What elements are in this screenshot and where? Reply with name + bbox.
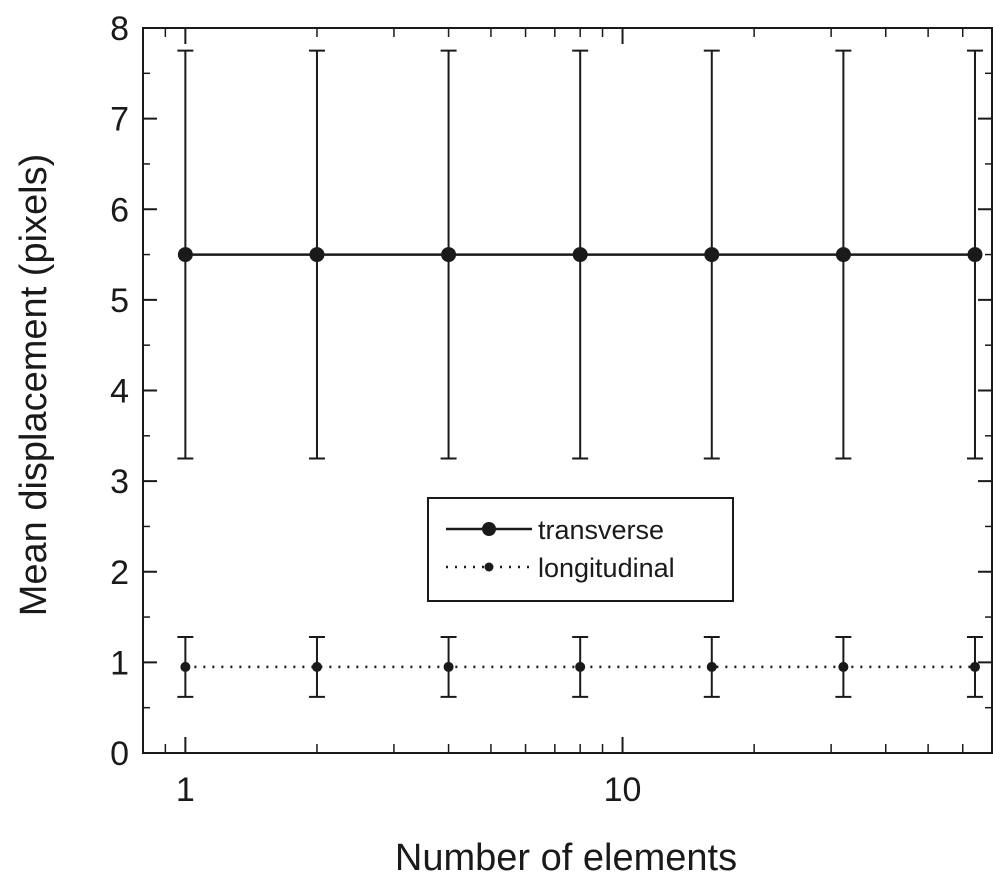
legend-transverse-label: transverse: [538, 515, 664, 545]
series-longitudinal: [177, 636, 983, 698]
longitudinal-point: [311, 661, 322, 672]
y-tick-label: 5: [110, 282, 129, 320]
y-tick-label: 7: [110, 101, 129, 139]
y-tick-label: 6: [110, 191, 129, 229]
legend-longitudinal-marker: [484, 562, 494, 572]
transverse-point: [309, 247, 325, 263]
y-tick-label: 3: [110, 463, 129, 501]
legend-box: [427, 497, 734, 602]
series-transverse: [177, 49, 983, 460]
series-layer: [177, 49, 983, 698]
y-tick-label: 2: [110, 554, 129, 592]
longitudinal-point: [706, 661, 717, 672]
x-tick-label: 10: [604, 771, 642, 809]
legend-transverse-marker: [482, 522, 496, 536]
transverse-point: [177, 247, 193, 263]
longitudinal-point: [838, 661, 849, 672]
plot-frame: [142, 27, 993, 754]
longitudinal-point: [575, 661, 586, 672]
y-tick-label: 0: [110, 735, 129, 773]
legend-longitudinal-label: longitudinal: [538, 553, 675, 583]
transverse-point: [441, 247, 457, 263]
longitudinal-point: [969, 661, 980, 672]
y-tick-label: 4: [110, 373, 129, 411]
axes: 0 1 2 3 4 5 6 7 8 1 10: [110, 10, 993, 809]
x-tick-label: 1: [176, 771, 195, 809]
longitudinal-point: [180, 661, 191, 672]
transverse-point: [572, 247, 588, 263]
y-tick-label: 8: [110, 10, 129, 48]
transverse-point: [835, 247, 851, 263]
y-tick-label: 1: [110, 644, 129, 682]
legend: transverse longitudinal: [427, 497, 734, 602]
transverse-point: [704, 247, 720, 263]
longitudinal-point: [443, 661, 454, 672]
transverse-point: [967, 247, 983, 263]
y-axis-label: Mean displacement (pixels): [13, 154, 55, 617]
x-axis-label: Number of elements: [395, 837, 737, 879]
